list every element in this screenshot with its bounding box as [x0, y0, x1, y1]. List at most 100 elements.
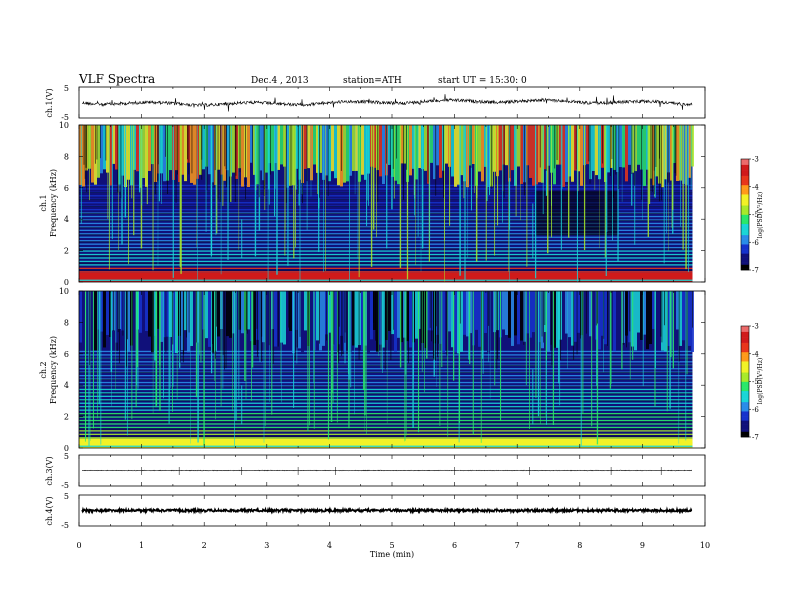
frequency-band: [79, 419, 693, 422]
high-frequency-noise: [538, 291, 541, 343]
high-frequency-noise: [325, 125, 328, 176]
high-frequency-noise: [427, 125, 430, 184]
colorbar-swatch: [741, 253, 749, 256]
colorbar-swatch: [741, 177, 749, 180]
band-gap: [79, 358, 693, 359]
ch3-waveform-trace: [81, 469, 693, 472]
ch3-waveform: [81, 467, 693, 475]
high-frequency-noise: [682, 291, 685, 341]
band-gap: [79, 220, 693, 222]
ch2-freq-ticks: 0 2 4 6 8 10: [59, 287, 705, 453]
high-frequency-noise: [457, 291, 460, 354]
high-frequency-noise: [232, 125, 235, 173]
colorbar-swatch: [741, 188, 749, 191]
colorbar-swatch: [741, 379, 749, 382]
high-frequency-noise: [547, 125, 550, 166]
high-frequency-noise: [511, 125, 514, 171]
colorbar-swatch: [741, 197, 749, 200]
high-frequency-noise: [142, 291, 145, 349]
time-tick-label: 6: [452, 541, 457, 550]
colorbar-swatch: [741, 159, 749, 162]
high-frequency-noise: [394, 125, 397, 181]
high-frequency-noise: [307, 125, 310, 169]
colorbar-swatch: [741, 203, 749, 206]
high-frequency-noise: [139, 125, 142, 188]
high-frequency-noise: [424, 125, 427, 171]
frequency-band: [79, 195, 693, 197]
high-frequency-noise: [148, 125, 151, 171]
high-frequency-noise: [103, 291, 106, 348]
high-frequency-noise: [91, 291, 94, 333]
colorbar-swatch: [741, 268, 749, 271]
base-band: [79, 279, 693, 281]
high-frequency-noise: [439, 125, 442, 178]
high-frequency-noise: [520, 291, 523, 341]
high-frequency-noise: [361, 125, 364, 175]
colorbar-swatch: [741, 337, 749, 340]
ch4-ylabel: ch.4(V): [45, 496, 54, 525]
high-frequency-noise: [424, 291, 427, 348]
high-frequency-noise: [658, 291, 661, 341]
colorbar-swatch: [741, 208, 749, 212]
high-frequency-noise: [199, 125, 202, 175]
colorbar-swatch: [741, 192, 749, 195]
colorbar-swatch: [741, 418, 749, 421]
colorbar-swatch: [741, 264, 749, 267]
colorbar-tick-label: -7: [752, 434, 759, 442]
band-gap: [79, 372, 693, 373]
high-frequency-noise: [208, 125, 211, 175]
ch4-ytick-top: 5: [64, 492, 69, 501]
time-tick-label: 0: [76, 541, 81, 550]
high-frequency-noise: [229, 291, 232, 338]
high-frequency-noise: [406, 291, 409, 342]
high-frequency-noise: [433, 125, 436, 180]
colorbar-swatch: [741, 420, 749, 423]
high-frequency-noise: [598, 125, 601, 180]
colorbar-swatch: [741, 218, 749, 221]
time-axis-ticks: [78, 87, 706, 526]
frequency-band: [79, 437, 693, 439]
frequency-band: [79, 257, 693, 259]
frequency-band: [79, 246, 693, 249]
high-frequency-noise: [514, 291, 517, 336]
high-frequency-noise: [505, 291, 508, 336]
high-frequency-noise: [187, 291, 190, 353]
high-frequency-noise: [385, 291, 388, 341]
frequency-band: [79, 399, 693, 401]
colorbar-swatch: [741, 207, 749, 210]
colorbar-swatch: [741, 234, 749, 237]
colorbar-swatch: [741, 210, 749, 213]
high-frequency-noise: [217, 291, 220, 337]
high-frequency-noise: [676, 291, 679, 330]
colorbar-swatch: [741, 333, 749, 336]
high-frequency-noise: [265, 291, 268, 347]
high-frequency-noise: [166, 291, 169, 337]
colorbar-swatch: [741, 407, 749, 410]
high-frequency-noise: [397, 291, 400, 338]
high-frequency-noise: [157, 291, 160, 329]
colorbar-swatch: [741, 416, 749, 419]
colorbar-swatch: [741, 244, 749, 247]
high-frequency-noise: [295, 291, 298, 330]
high-frequency-noise: [454, 291, 457, 353]
high-frequency-noise: [532, 291, 535, 333]
ch4-waveform-trace: [81, 506, 693, 515]
frequency-band: [79, 368, 693, 370]
high-frequency-noise: [163, 291, 166, 338]
frequency-band: [79, 229, 693, 232]
colorbar-swatch: [741, 381, 749, 384]
high-frequency-noise: [616, 291, 619, 348]
freq-tick-label: 6: [64, 350, 69, 359]
colorbar-swatch: [741, 214, 749, 217]
high-frequency-noise: [457, 125, 460, 185]
high-frequency-noise: [583, 291, 586, 335]
high-frequency-noise: [79, 291, 82, 343]
band-gap: [79, 241, 693, 243]
high-frequency-noise: [208, 291, 211, 347]
colorbar-swatch: [741, 168, 749, 171]
high-frequency-noise: [679, 291, 682, 346]
time-tick-label: 7: [515, 541, 520, 550]
high-frequency-noise: [151, 125, 154, 165]
frequency-band: [79, 381, 693, 384]
